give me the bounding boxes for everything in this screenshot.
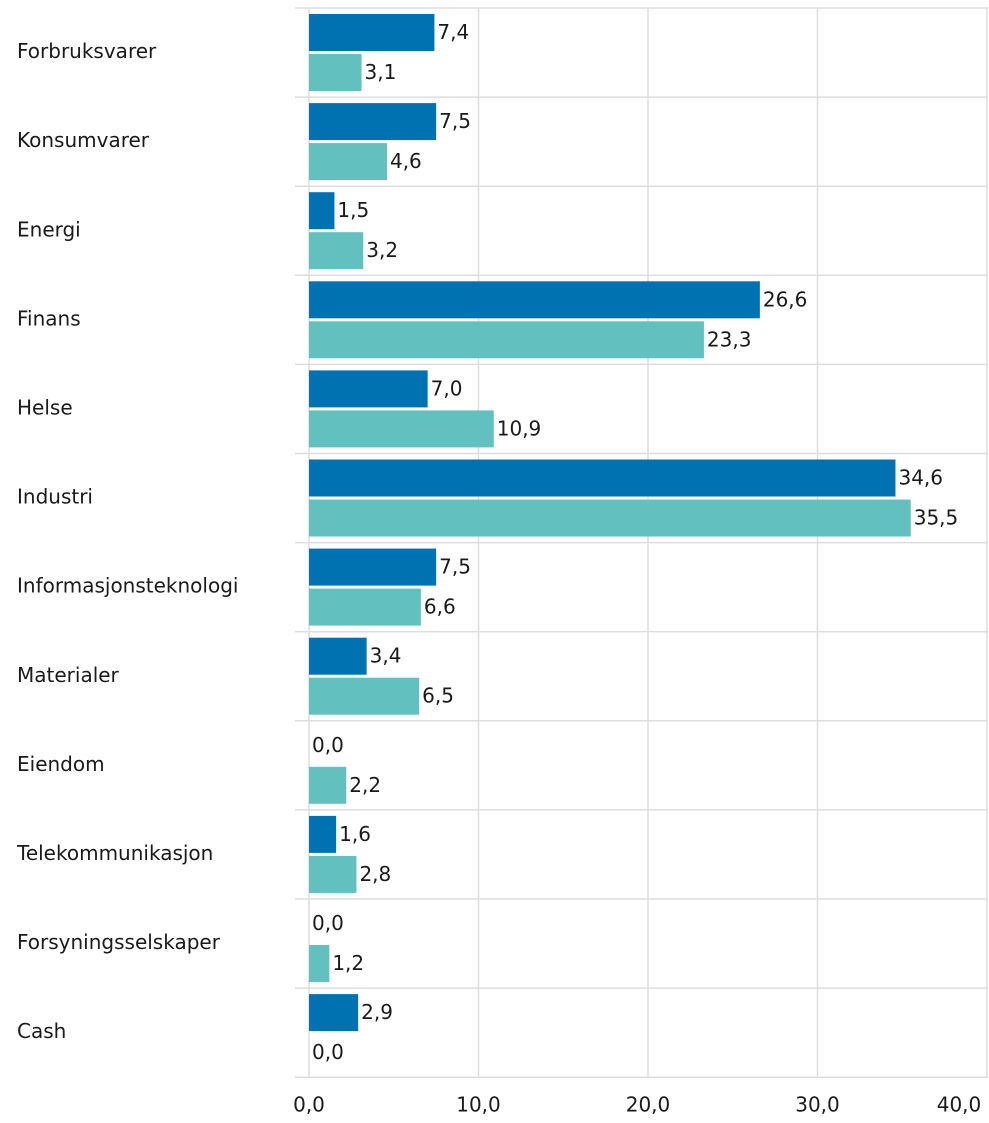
category-label: Informasjonsteknologi [17,574,238,598]
category-label: Forbruksvarer [17,39,157,63]
category-label: Finans [17,306,81,330]
category-label: Industri [17,485,93,509]
bar [309,232,364,270]
bar [309,637,367,675]
value-label: 26,6 [763,287,808,311]
category-label: Cash [17,1019,66,1043]
x-tick-label: 10,0 [456,1093,501,1117]
value-label: 3,4 [370,644,402,668]
x-tick-label: 0,0 [293,1093,325,1117]
category-label: Eiendom [17,752,105,776]
bar [309,815,337,853]
value-label: 7,0 [431,376,463,400]
value-label: 7,4 [437,20,469,44]
category-label: Energi [17,217,81,241]
bar [309,548,437,586]
value-label: 1,2 [332,951,364,975]
bar [309,677,420,715]
bar [309,14,435,51]
bar [309,370,428,408]
bar [309,103,437,141]
bar [309,766,347,804]
bar [309,192,335,230]
value-label: 34,6 [898,466,943,490]
value-label: 23,3 [707,327,752,351]
bar [309,499,911,537]
value-label: 0,0 [312,1040,344,1064]
category-label: Forsyningsselskaper [17,930,221,954]
value-label: 7,5 [439,109,471,133]
value-label: 2,9 [361,1000,393,1024]
bar [309,855,357,893]
bar [309,588,421,626]
value-label: 7,5 [439,555,471,579]
category-label: Helse [17,395,73,419]
value-label: 1,6 [339,822,371,846]
category-label: Telekommunikasjon [16,841,213,865]
value-label: 2,8 [359,862,391,886]
value-label: 3,1 [365,60,397,84]
value-label: 35,5 [914,506,959,530]
value-label: 1,5 [337,198,369,222]
value-label: 6,5 [422,684,454,708]
value-label: 3,2 [366,238,398,262]
bar [309,143,387,181]
bar [309,459,896,497]
bar [309,54,362,91]
value-label: 10,9 [497,416,542,440]
bar [309,945,330,982]
value-label: 2,2 [349,773,381,797]
value-label: 6,6 [424,595,456,619]
value-label: 0,0 [312,733,344,757]
bar [309,410,494,448]
bar [309,281,760,319]
x-tick-label: 30,0 [795,1093,840,1117]
bar [309,994,359,1032]
x-tick-label: 40,0 [937,1093,982,1117]
value-label: 4,6 [390,149,422,173]
category-label: Materialer [17,663,120,687]
category-label: Konsumvarer [17,128,150,152]
bar [309,321,704,359]
x-tick-label: 20,0 [626,1093,671,1117]
value-label: 0,0 [312,911,344,935]
